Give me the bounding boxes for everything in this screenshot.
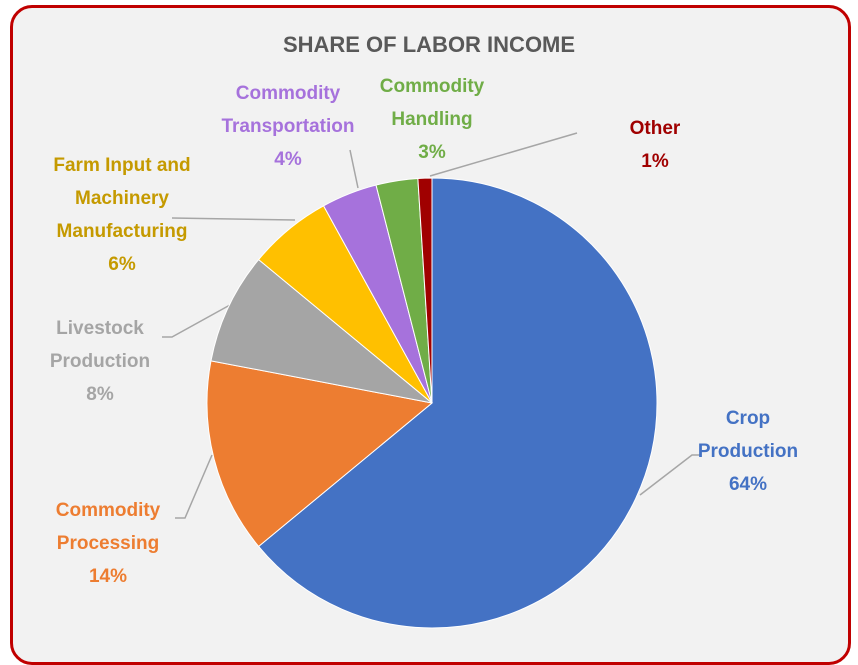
pie-slice (257, 177, 658, 629)
category-label: Commodity Transportation (221, 83, 355, 137)
category-label: Crop Production (697, 408, 799, 462)
category-label: Farm Input and Machinery Manufacturing (53, 155, 191, 242)
data-label: Crop Production 64% (688, 402, 808, 501)
leader-line (429, 132, 578, 177)
leader-line (162, 294, 249, 338)
category-label: Other (629, 118, 681, 139)
leader-line (349, 149, 359, 189)
value-label: 14% (88, 566, 128, 587)
data-label: Commodity Processing 14% (33, 494, 183, 593)
value-label: 3% (418, 142, 446, 163)
leader-line (171, 217, 296, 221)
value-label: 6% (108, 254, 136, 275)
data-label: Other 1% (605, 112, 705, 178)
pie-slice (206, 360, 434, 548)
leader-lines (162, 132, 700, 519)
data-label: Farm Input and Machinery Manufacturing 6% (32, 149, 212, 281)
category-label: Commodity Processing (55, 500, 161, 554)
category-label: Livestock Production (49, 318, 151, 372)
data-label: Livestock Production 8% (30, 312, 170, 411)
data-label: Commodity Transportation 4% (203, 77, 373, 176)
value-label: 4% (274, 149, 302, 170)
value-label: 8% (86, 384, 114, 405)
pie-slice (210, 258, 433, 404)
leader-line (175, 454, 213, 519)
pie-slice (417, 177, 433, 404)
value-label: 64% (728, 474, 768, 495)
leader-line (639, 454, 700, 496)
chart-title: SHARE OF LABOR INCOME (282, 32, 576, 57)
value-label: 1% (641, 151, 669, 172)
chart (162, 132, 700, 629)
page: SHARE OF LABOR INCOME (() => { const dat… (10, 5, 851, 665)
data-label: Commodity Handling 3% (362, 70, 502, 169)
category-label: Commodity Handling (379, 76, 485, 130)
